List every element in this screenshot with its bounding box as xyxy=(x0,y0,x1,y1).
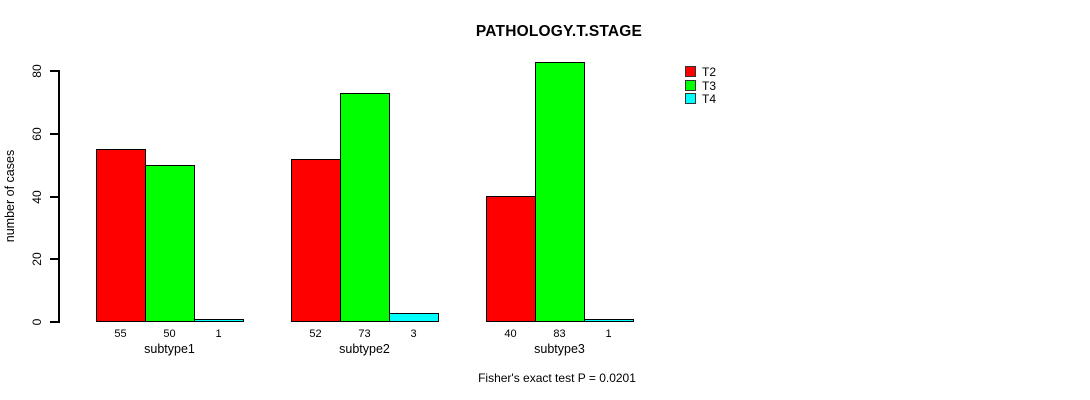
y-axis-tick xyxy=(50,133,58,135)
legend-label-T3: T3 xyxy=(702,78,717,93)
bar-T4-subtype2 xyxy=(389,313,439,322)
bar-value-label: 1 xyxy=(605,328,612,340)
y-axis-tick xyxy=(50,321,58,323)
legend-label-T2: T2 xyxy=(702,65,717,79)
bar-T4-subtype3 xyxy=(584,319,634,322)
y-axis-label: number of cases xyxy=(3,149,17,243)
legend-swatch-T2 xyxy=(685,66,696,77)
bar-value-label: 3 xyxy=(410,328,417,340)
footer-annotation: Fisher's exact test P = 0.0201 xyxy=(478,371,636,385)
bar-T3-subtype2 xyxy=(340,93,390,322)
bar-value-label: 52 xyxy=(309,328,322,340)
y-axis-tick-label: 60 xyxy=(30,127,44,141)
bar-T2-subtype2 xyxy=(291,159,341,322)
bar-value-label: 40 xyxy=(504,328,517,340)
bar-value-label: 55 xyxy=(114,328,127,340)
x-axis-category-label: subtype2 xyxy=(339,342,390,356)
y-axis-tick-label: 20 xyxy=(30,252,44,266)
legend-swatch-T4 xyxy=(685,93,696,104)
bar-value-label: 83 xyxy=(553,328,566,340)
y-axis-tick-label: 40 xyxy=(30,190,44,204)
bar-T2-subtype3 xyxy=(486,196,536,322)
y-axis-tick xyxy=(50,258,58,260)
bar-T3-subtype1 xyxy=(145,165,195,322)
bar-value-label: 1 xyxy=(215,328,222,340)
y-axis-tick-label: 80 xyxy=(30,64,44,78)
bar-value-label: 73 xyxy=(358,328,371,340)
y-axis-tick xyxy=(50,196,58,198)
y-axis-tick xyxy=(50,70,58,72)
legend-swatch-T3 xyxy=(685,79,696,91)
x-axis-category-label: subtype3 xyxy=(534,342,585,356)
bar-T3-subtype3 xyxy=(535,62,585,322)
x-axis-category-label: subtype1 xyxy=(144,342,195,356)
bar-value-label: 50 xyxy=(163,328,176,340)
bar-T4-subtype1 xyxy=(194,319,244,322)
y-axis-line xyxy=(58,70,60,323)
legend-label-T4: T4 xyxy=(702,92,717,106)
chart-title: PATHOLOGY.T.STAGE xyxy=(475,23,643,40)
y-axis-tick-label: 0 xyxy=(30,318,44,326)
bar-T2-subtype1 xyxy=(96,149,146,322)
